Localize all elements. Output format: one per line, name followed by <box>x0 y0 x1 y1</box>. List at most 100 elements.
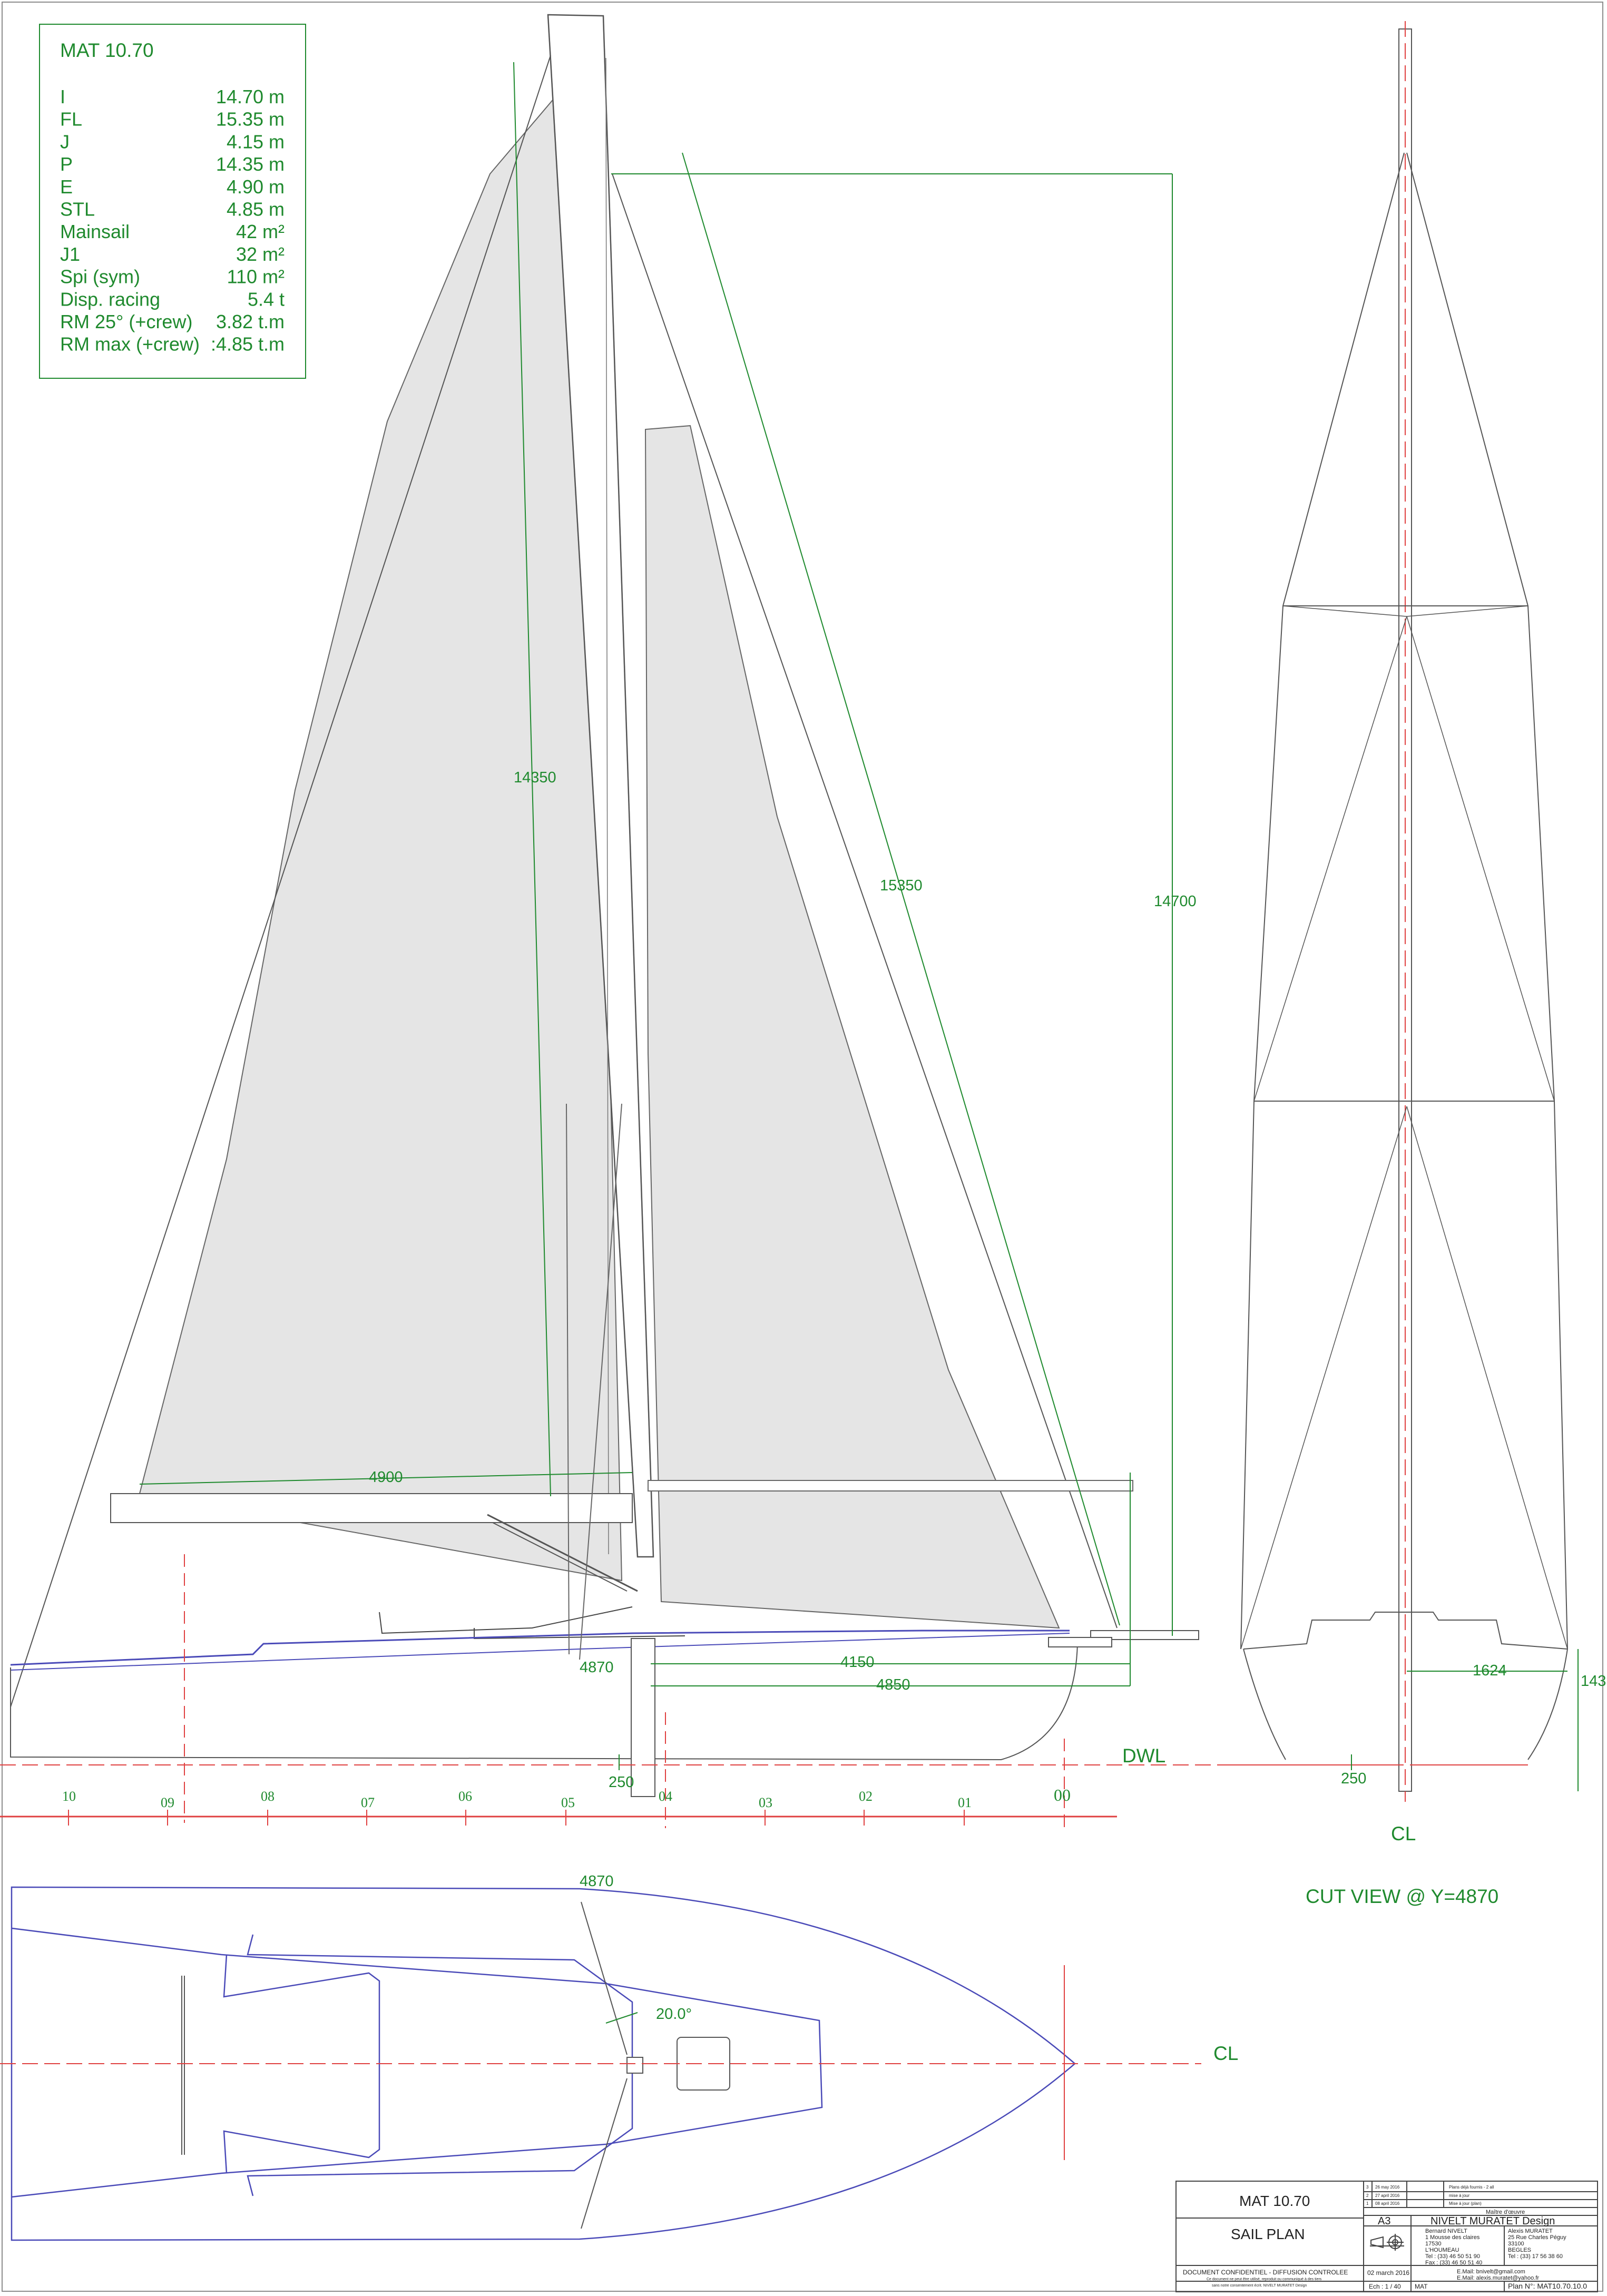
mainsail <box>139 57 623 1582</box>
tb-addr-right-1: 25 Rue Charles Péguy <box>1508 2234 1566 2241</box>
tb-confidential: DOCUMENT CONFIDENTIEL - DIFFUSION CONTRO… <box>1183 2269 1348 2276</box>
spec-box <box>39 24 306 379</box>
side-profile <box>0 14 1528 1828</box>
spec-label: J <box>60 131 70 152</box>
spec-value: 14.35 m <box>216 153 285 175</box>
tb-fax-left: Fax : (33) 46 50 51 40 <box>1425 2260 1482 2266</box>
tb-drawing: SAIL PLAN <box>1231 2226 1305 2242</box>
spec-value: 42 m² <box>236 221 285 242</box>
coachroof <box>379 1606 633 1634</box>
station-02: 02 <box>859 1789 873 1804</box>
tb-addr-left-3: L'HOUMEAU <box>1425 2247 1459 2253</box>
spec-rows: I 14.70 m FL 15.35 m J 4.15 m P 14.35 m E 4.90 m S… <box>60 86 285 355</box>
dim-cut-station: 4870 <box>580 1659 614 1676</box>
backstay <box>10 55 551 1708</box>
title-block <box>1175 2181 1598 2292</box>
hull-profile <box>10 1643 1078 1761</box>
station-03: 03 <box>759 1795 772 1810</box>
dimension-lines <box>139 62 1173 1770</box>
spec-title: MAT 10.70 <box>60 40 154 61</box>
tb-tel-left: Tel : (33) 46 50 51 90 <box>1425 2253 1480 2260</box>
front-view <box>1233 21 1579 1802</box>
tb-designer-right: Alexis MURATET <box>1508 2228 1553 2234</box>
dim-p: 14350 <box>514 769 556 786</box>
dwl-label: DWL <box>1122 1745 1165 1767</box>
spec-label: P <box>60 153 73 175</box>
spec-label: Disp. racing <box>60 288 160 310</box>
dim-j: 4150 <box>840 1654 875 1671</box>
hull-section <box>1243 1649 1568 1760</box>
spec-value: 3.82 t.m <box>216 311 285 332</box>
dim-shroud-angle: 20.0° <box>656 2006 692 2023</box>
station-04: 04 <box>659 1789 672 1804</box>
spec-value: 110 m² <box>227 266 285 288</box>
dim-freeboard-offset: 250 <box>609 1774 634 1791</box>
station-09: 09 <box>161 1795 174 1810</box>
dim-stl: 4850 <box>876 1676 910 1693</box>
cl-plan-label: CL <box>1213 2043 1238 2064</box>
tb-rev-date-0: 26 may 2016 <box>1375 2185 1400 2190</box>
spec-value: 4.15 m <box>227 131 285 152</box>
tb-date: 02 march 2016 <box>1367 2269 1409 2277</box>
tb-designer-left: Bernard NIVELT <box>1425 2228 1467 2234</box>
station-06: 06 <box>458 1789 472 1804</box>
tb-rev-text-1: mise à jour <box>1449 2193 1469 2198</box>
boom <box>110 1493 633 1523</box>
spec-value: 14.70 m <box>216 86 285 107</box>
dim-e: 4900 <box>369 1469 403 1486</box>
tb-email-2: E.Mail: alexis.muratet@yahoo.fr <box>1457 2275 1539 2281</box>
genoa-sail <box>644 425 1060 1629</box>
tb-ref: MAT <box>1415 2283 1428 2290</box>
spec-label: FL <box>60 109 82 130</box>
tb-rev-text-2: Mise à jour (plan) <box>1449 2201 1482 2206</box>
station-05: 05 <box>561 1795 575 1810</box>
projection-symbol-icon <box>1370 2234 1404 2251</box>
tb-conf-note-1: Ce document ne peut être utilisé, reprod… <box>1207 2278 1322 2281</box>
tb-scale: Ech : 1 / 40 <box>1369 2283 1401 2290</box>
spinnaker-pole <box>648 1480 1133 1492</box>
spec-value: 32 m² <box>236 243 285 265</box>
station-08: 08 <box>261 1789 275 1804</box>
spec-value: 5.4 t <box>248 288 285 310</box>
tb-addr-right-3: BEGLES <box>1508 2247 1531 2253</box>
spec-value: :4.85 t.m <box>211 333 285 355</box>
dim-i: 14700 <box>1154 893 1197 910</box>
tb-project: MAT 10.70 <box>1239 2193 1310 2209</box>
spec-label: J1 <box>60 243 80 265</box>
tb-conf-note-2: sans notre consentement écrit. NIVELT MU… <box>1212 2284 1307 2288</box>
hull-sheer <box>10 1630 1070 1666</box>
station-labels: 10 09 08 07 06 05 04 03 02 01 00 <box>62 1785 1071 1810</box>
station-07: 07 <box>361 1795 375 1810</box>
tb-rev-date-2: 08 april 2016 <box>1375 2201 1400 2206</box>
forestay <box>612 173 1118 1628</box>
tb-plan-no: Plan N°: MAT10.70.10.0 <box>1508 2282 1587 2290</box>
station-01: 01 <box>958 1795 972 1810</box>
dim-beam-half: 1624 <box>1473 1662 1507 1679</box>
dim-cut-offset: 250 <box>1341 1770 1366 1787</box>
tb-rev-date-1: 27 april 2016 <box>1375 2193 1400 2198</box>
spec-value: 15.35 m <box>216 109 285 130</box>
tb-addr-left-1: 1 Mousse des claires <box>1425 2234 1480 2241</box>
spec-label: RM max (+crew) <box>60 333 200 355</box>
spec-label: RM 25° (+crew) <box>60 311 192 332</box>
tb-email-1: E.Mail: bnivelt@gmail.com <box>1457 2269 1525 2275</box>
spec-value: 4.85 m <box>227 199 285 220</box>
dim-fl: 15350 <box>880 877 923 894</box>
station-10: 10 <box>62 1789 76 1804</box>
tb-format: A3 <box>1378 2215 1390 2227</box>
tb-maitre: Maître d'œuvre <box>1486 2209 1525 2215</box>
spec-value: 4.90 m <box>227 176 285 198</box>
keel-fin <box>631 1638 655 1797</box>
spec-label: I <box>60 86 65 107</box>
cl-front-label: CL <box>1391 1823 1416 1844</box>
tb-designer: NIVELT MURATET Design <box>1430 2215 1555 2227</box>
tb-addr-left-2: 17530 <box>1425 2241 1442 2247</box>
dim-freeboard-height: 1435 <box>1581 1673 1607 1690</box>
tb-tel-right: Tel : (33) 17 56 38 60 <box>1508 2253 1563 2260</box>
tb-addr-right-2: 33100 <box>1508 2241 1524 2247</box>
station-00: 00 <box>1054 1785 1071 1804</box>
front-shrouds <box>1240 152 1405 1650</box>
spec-label: Mainsail <box>60 221 130 242</box>
